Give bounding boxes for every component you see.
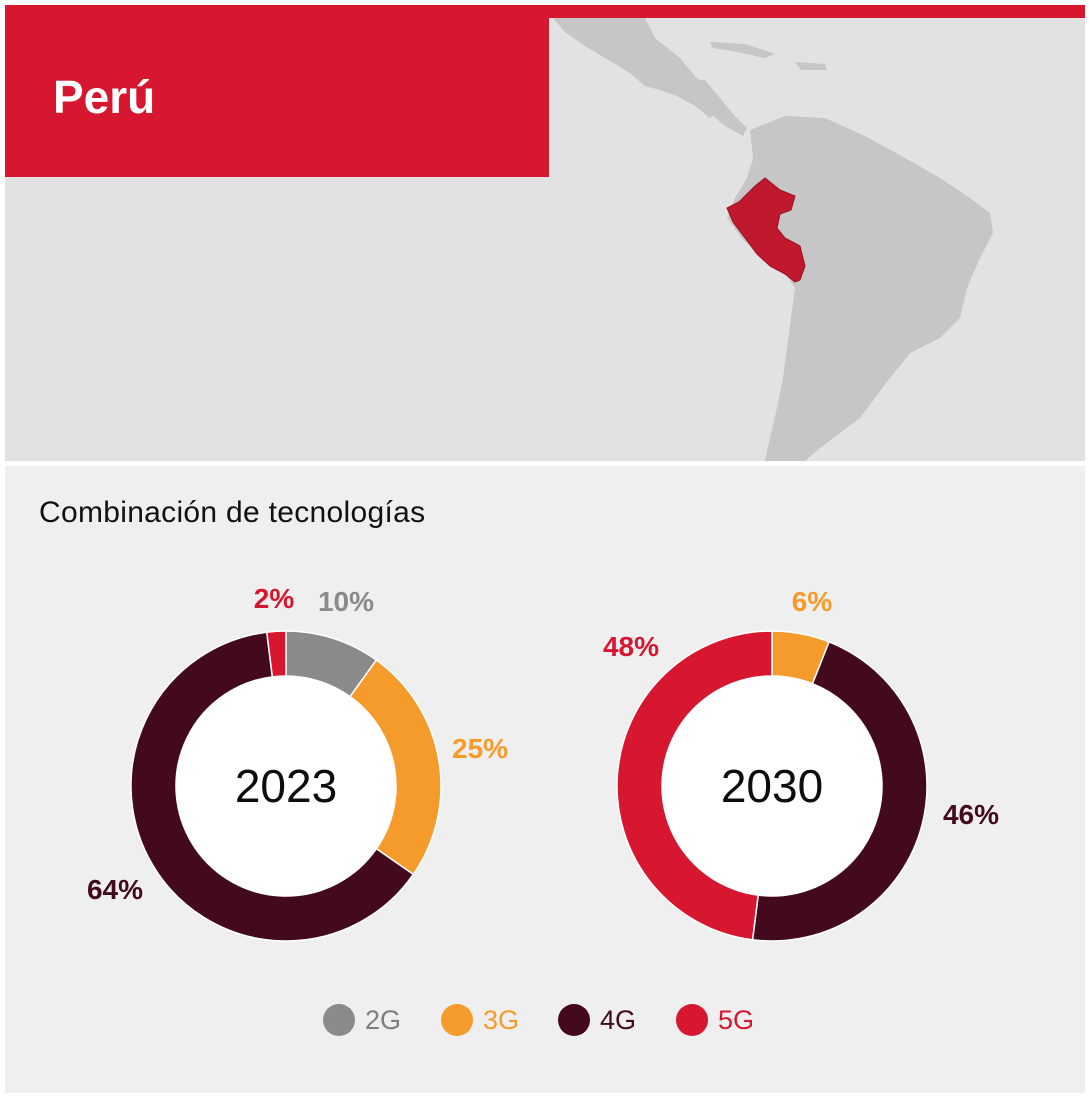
map-peru: [726, 177, 806, 283]
map-central-america: [553, 18, 720, 118]
map-graphic: [553, 18, 993, 461]
donut-2030-label-5g: 48%: [603, 631, 659, 662]
donut-chart-2023: 2023 10% 25% 64% 2% 2030 6% 46% 48%: [87, 583, 999, 942]
map-caribbean-2: [795, 62, 827, 70]
legend-swatch-3g: [441, 1004, 473, 1036]
donut-2030-slice-5g: [616, 630, 773, 941]
donut-2023-label-3g: 25%: [452, 733, 508, 764]
donut-2030-hole: [662, 676, 882, 896]
legend-label-2g: 2G: [365, 1005, 402, 1035]
legend-swatch-2g: [323, 1004, 355, 1036]
donut-2023-label-2g: 10%: [318, 586, 374, 617]
legend-label-3g: 3G: [483, 1005, 520, 1035]
country-header: Perú: [5, 5, 549, 177]
legend-label-5g: 5G: [718, 1005, 755, 1035]
donut-2030-center-label: 2030: [721, 760, 823, 812]
donut-2030-label-4g: 46%: [943, 799, 999, 830]
map-central-america-2: [685, 78, 747, 136]
map-south-america: [727, 116, 993, 461]
map-caribbean: [710, 42, 775, 58]
legend-swatch-4g: [558, 1004, 590, 1036]
donut-2023-label-4g: 64%: [87, 874, 143, 905]
donut-2023-label-5g: 2%: [254, 583, 295, 614]
chart-panel: Combinación de tecnologías 2023 10% 25% 64%…: [5, 466, 1085, 1093]
section-title: Combinación de tecnologías: [39, 496, 426, 529]
donut-2023-center-label: 2023: [235, 760, 337, 812]
donut-2023-hole: [176, 676, 396, 896]
donut-2030-label-3g: 6%: [792, 586, 833, 617]
country-title: Perú: [53, 71, 156, 123]
legend-swatch-5g: [676, 1004, 708, 1036]
legend-label-4g: 4G: [600, 1005, 637, 1035]
